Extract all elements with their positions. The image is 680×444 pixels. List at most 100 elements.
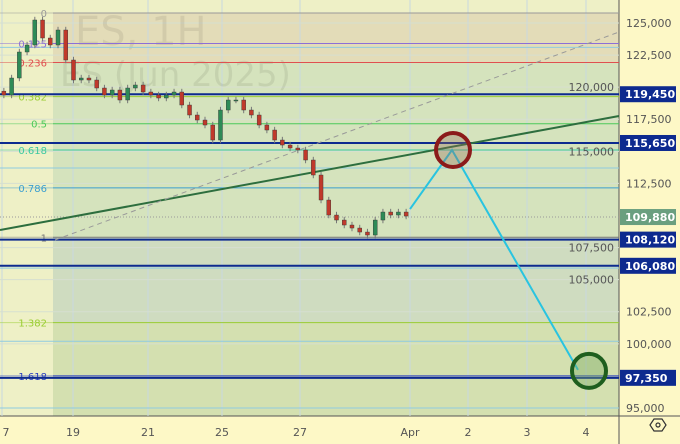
- price-tag: [620, 231, 676, 248]
- candle-down: [117, 89, 123, 101]
- candle-down: [140, 84, 146, 93]
- gear-icon[interactable]: [649, 418, 667, 432]
- candle-down: [295, 147, 301, 151]
- candle-down: [63, 29, 68, 61]
- candle-down: [357, 227, 362, 233]
- candle-down: [334, 214, 339, 221]
- candle-down: [71, 59, 76, 81]
- candle-down: [326, 199, 331, 216]
- candle-down: [318, 174, 324, 201]
- candle-down: [40, 19, 45, 39]
- candle-down: [264, 124, 270, 131]
- price-tag-label: 119,450: [625, 88, 675, 101]
- trendline[interactable]: [0, 115, 620, 231]
- price-tick: 112,500: [626, 177, 672, 190]
- watermark-title: ES, 1H: [75, 9, 207, 55]
- time-axis[interactable]: 7 19 21 25 27 Apr 2 3 4: [3, 426, 590, 439]
- candle-down: [280, 139, 285, 146]
- time-label[interactable]: 19: [66, 426, 80, 439]
- time-label[interactable]: 7: [3, 426, 10, 439]
- candle-down: [156, 94, 161, 99]
- candle-down: [179, 91, 184, 106]
- price-tick: 120,000: [569, 81, 615, 94]
- candle-up: [396, 211, 401, 216]
- resistance-circle[interactable]: [434, 130, 472, 169]
- fib-label: 0.5: [31, 120, 47, 131]
- price-tag-label: 97,350: [625, 372, 668, 385]
- candles: [1, 16, 409, 239]
- candle-down: [365, 231, 370, 236]
- time-label[interactable]: 25: [215, 426, 229, 439]
- candle-up: [79, 77, 84, 81]
- time-label[interactable]: 3: [524, 426, 531, 439]
- candle-down: [48, 37, 53, 46]
- zone-0-0236: [53, 12, 619, 63]
- candle-up: [125, 87, 130, 101]
- candle-down: [342, 219, 347, 226]
- time-label[interactable]: 2: [465, 426, 472, 439]
- candle-down: [148, 91, 154, 96]
- candle-up: [32, 19, 38, 46]
- candle-down: [388, 211, 393, 216]
- candle-up: [109, 89, 115, 96]
- candle-down: [256, 114, 262, 126]
- price-tag-label: 109,880: [625, 211, 675, 224]
- candle-down: [303, 149, 308, 161]
- settings-button[interactable]: [649, 418, 667, 432]
- price-tag: [620, 369, 676, 386]
- drawings[interactable]: [0, 31, 620, 241]
- candle-down: [94, 79, 99, 89]
- price-tick: 102,500: [626, 306, 672, 319]
- fib-label: 0.236: [18, 59, 47, 70]
- price-tag: [620, 134, 676, 151]
- zone-1382-1618: [53, 322, 619, 416]
- candle-down: [210, 124, 215, 141]
- candle-up: [218, 109, 223, 141]
- price-tick: 117,500: [626, 113, 672, 126]
- target-circle[interactable]: [570, 351, 608, 390]
- projection[interactable]: [409, 130, 608, 390]
- price-tick: 95,000: [626, 402, 665, 415]
- candle-down: [403, 211, 409, 217]
- candle-down: [202, 119, 208, 126]
- watermark-subtitle: ES (Jun 2025): [60, 55, 291, 95]
- candle-up: [9, 77, 14, 96]
- price-tick: 125,000: [626, 17, 672, 30]
- price-tag: [620, 257, 676, 274]
- price-tick: 100,000: [626, 338, 672, 351]
- time-label[interactable]: 27: [293, 426, 307, 439]
- candle-up: [226, 99, 231, 111]
- time-label[interactable]: Apr: [400, 426, 420, 439]
- candle-up: [380, 211, 386, 221]
- price-tag-label: 115,650: [625, 137, 675, 150]
- candle-up: [164, 94, 169, 99]
- projection-path[interactable]: [409, 148, 579, 371]
- candle-down: [102, 87, 107, 96]
- candle-down: [187, 104, 192, 116]
- candle-up: [17, 51, 22, 79]
- time-label[interactable]: 4: [583, 426, 590, 439]
- candle-up: [133, 84, 138, 89]
- grid: [0, 0, 619, 416]
- candle-up: [24, 44, 30, 53]
- candle-down: [349, 224, 355, 229]
- fib-label: 1.382: [18, 319, 47, 330]
- candle-down: [249, 109, 254, 116]
- candle-up: [233, 99, 239, 102]
- price-axis[interactable]: 125,000 122,500 120,000 117,500 115,000 112,5…: [569, 17, 677, 415]
- price-tag: [620, 209, 676, 226]
- gear-icon-center: [655, 422, 661, 428]
- price-tag-label: 106,080: [625, 260, 675, 273]
- price-tick: 105,000: [569, 274, 615, 287]
- price-tick: 107,500: [569, 242, 615, 255]
- candle-up: [55, 29, 61, 46]
- fib-trend-dashed[interactable]: [54, 31, 620, 241]
- time-label[interactable]: 21: [141, 426, 155, 439]
- candle-up: [372, 219, 378, 236]
- candle-down: [272, 129, 277, 141]
- candle-down: [311, 159, 316, 176]
- time-axis-bg: [0, 416, 619, 444]
